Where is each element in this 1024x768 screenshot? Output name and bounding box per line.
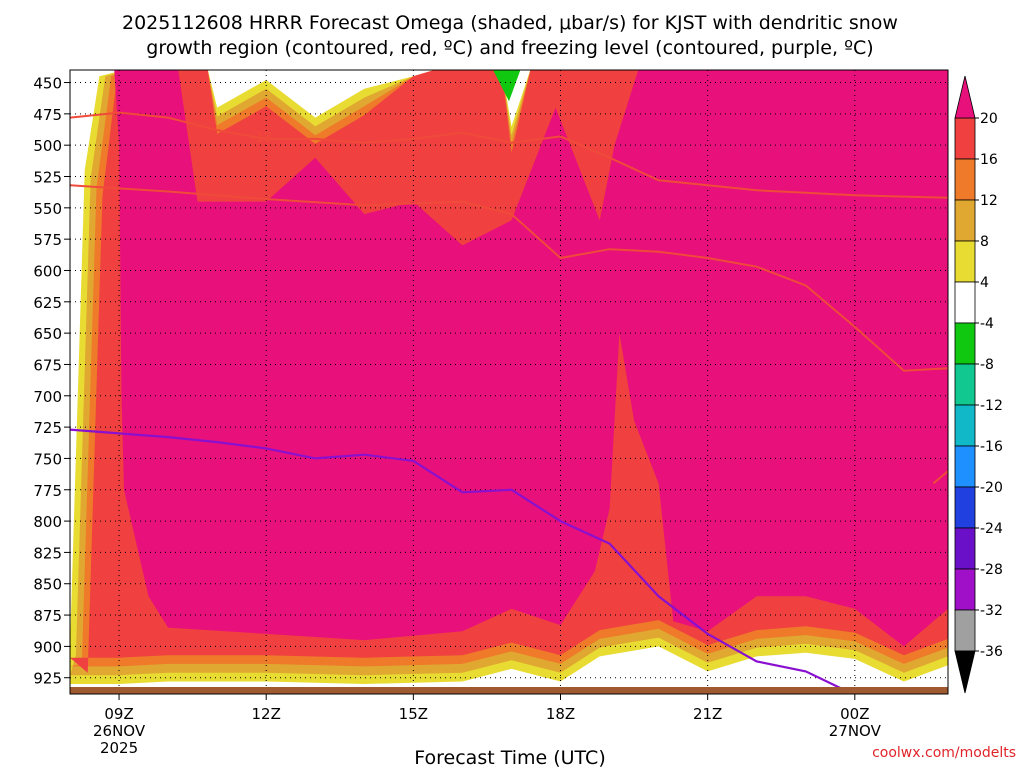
colorbar-label: 16 xyxy=(980,152,998,168)
credit-text: coolwx.com/modelts xyxy=(872,745,1016,761)
contour-lines: -18 xyxy=(70,111,948,692)
y-tick-label: 450 xyxy=(33,75,62,93)
dgz-extra-contour xyxy=(932,470,948,485)
y-tick-label: 575 xyxy=(33,231,62,249)
colorbar-label: -20 xyxy=(980,480,1003,496)
colorbar-label: -12 xyxy=(980,398,1003,414)
colorbar-label: -16 xyxy=(980,439,1003,455)
colorbar-band xyxy=(954,322,976,365)
y-tick-label: 925 xyxy=(33,670,62,688)
colorbar-label: -32 xyxy=(980,603,1003,619)
y-tick-label: 675 xyxy=(33,356,62,374)
colorbar-band xyxy=(954,609,976,652)
chart-title-line1: 2025112608 HRRR Forecast Omega (shaded, … xyxy=(122,12,898,34)
x-tick-year: 2025 xyxy=(100,739,138,757)
colorbar-band xyxy=(954,240,976,283)
x-tick-date: 27NOV xyxy=(829,722,882,740)
y-tick-label: 550 xyxy=(33,200,62,218)
dgz-bottom-contour xyxy=(70,184,948,372)
chart-title-line2: growth region (contoured, red, ºC) and f… xyxy=(146,37,873,59)
grid-lines xyxy=(70,70,948,694)
plot-frame xyxy=(69,69,949,695)
y-tick-label: 900 xyxy=(33,638,62,656)
y-tick-label: 625 xyxy=(33,294,62,312)
colorbar-band xyxy=(954,199,976,242)
x-axis-label: Forecast Time (UTC) xyxy=(414,747,605,768)
y-tick-label: 850 xyxy=(33,576,62,594)
colorbar-label: -4 xyxy=(980,316,994,332)
colorbar-label: 4 xyxy=(980,275,989,291)
x-tick-label: 21Z xyxy=(693,705,722,723)
x-tick-label: 15Z xyxy=(399,705,428,723)
y-tick-label: 875 xyxy=(33,607,62,625)
y-tick-label: 800 xyxy=(33,513,62,531)
y-tick-label: 475 xyxy=(33,106,62,124)
colorbar-band xyxy=(954,486,976,529)
y-tick-label: 600 xyxy=(33,262,62,280)
x-tick-date: 26NOV xyxy=(93,722,146,740)
plot-area: -18 xyxy=(70,70,948,694)
y-tick-label: 750 xyxy=(33,450,62,468)
omega-shading xyxy=(70,70,948,684)
y-tick-label: 825 xyxy=(33,544,62,562)
y-axis-ticks: 450 475 500 525 550 575 600 625 650 675 700 725 750 7… xyxy=(33,75,70,688)
x-tick-label: 18Z xyxy=(546,705,575,723)
y-tick-label: 725 xyxy=(33,419,62,437)
omega-negative-area xyxy=(493,70,521,102)
x-tick-label: 09Z xyxy=(104,705,133,723)
y-tick-label: 775 xyxy=(33,482,62,500)
colorbar-band xyxy=(954,445,976,488)
colorbar-band xyxy=(954,158,976,201)
y-tick-label: 700 xyxy=(33,388,62,406)
colorbar-band xyxy=(954,404,976,447)
colorbar-band xyxy=(954,363,976,406)
omega-core xyxy=(114,70,948,647)
colorbar-band xyxy=(954,527,976,570)
colorbar-label: 12 xyxy=(980,193,998,209)
y-tick-label: 650 xyxy=(33,325,62,343)
freezing-level-contour xyxy=(70,428,846,692)
dgz-top-contour xyxy=(70,111,948,199)
colorbar-under-arrow xyxy=(954,650,976,694)
ground-strip xyxy=(70,687,948,694)
colorbar-label: -36 xyxy=(980,644,1003,660)
colorbar-band xyxy=(954,568,976,611)
colorbar-label: -8 xyxy=(980,357,994,373)
colorbar-over-arrow xyxy=(954,75,976,119)
y-tick-label: 525 xyxy=(33,169,62,187)
x-tick-label: 12Z xyxy=(252,705,281,723)
colorbar-band xyxy=(954,117,976,160)
x-tick-label: 00Z xyxy=(840,705,869,723)
y-tick-label: 500 xyxy=(33,137,62,155)
colorbar-label: 20 xyxy=(980,111,998,127)
colorbar-label: -24 xyxy=(980,521,1003,537)
colorbar: 20 16 12 8 4 -4 -8 -12 -16 -20 -24 -28 -32 -36 xyxy=(954,75,1003,694)
colorbar-label: 8 xyxy=(980,234,989,250)
colorbar-band xyxy=(954,281,976,324)
colorbar-label: -28 xyxy=(980,562,1003,578)
dgz-top-label: -18 xyxy=(251,130,272,145)
